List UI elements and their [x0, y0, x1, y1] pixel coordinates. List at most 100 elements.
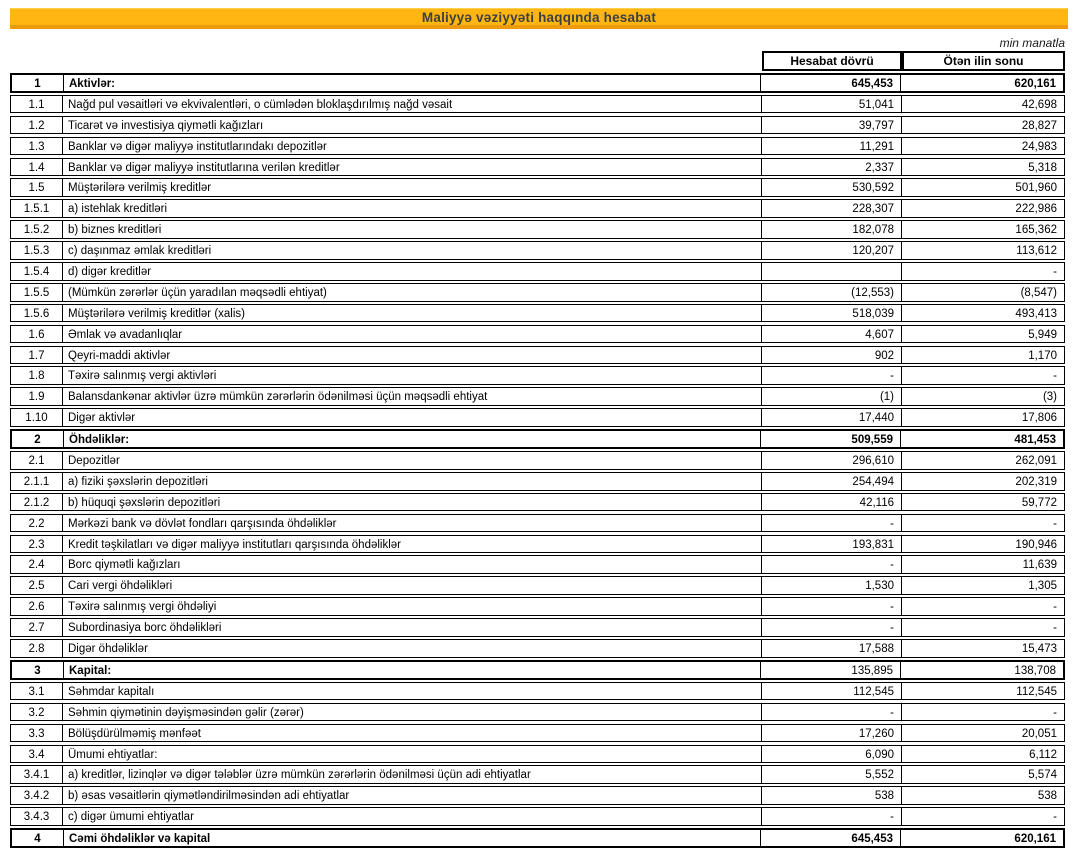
value-current-period: 296,610 [761, 452, 901, 469]
table-row: 3 Kapital: 135,895 138,708 [10, 659, 1065, 680]
table-row: 1.1 Nağd pul vəsaitləri və ekvivalentlər… [10, 94, 1065, 114]
value-previous-year: 15,473 [901, 640, 1064, 657]
row-label: Ümumi ehtiyatlar: [68, 748, 158, 761]
value-current-period: 120,207 [761, 242, 901, 259]
row-number: 1.1 [11, 95, 63, 113]
row-label: Əmlak və avadanlıqlar [68, 328, 183, 341]
value-current-period: 228,307 [761, 200, 901, 217]
financial-table: Hesabat dövrü Ötən ilin sonu 1 Aktivlər:… [10, 51, 1065, 850]
table-row: 3.1 Səhmdar kapitalı 112,545 112,545 [10, 681, 1065, 701]
row-number: 1.5.4 [11, 263, 63, 280]
row-label: Subordinasiya borc öhdəlikləri [68, 622, 222, 635]
table-row: 3.2 Səhmin qiymətinin dəyişməsindən gəli… [10, 702, 1065, 722]
value-current-period: 2,337 [761, 158, 901, 176]
table-row: 2.2 Mərkəzi bank və dövlət fondları qarş… [10, 513, 1065, 533]
value-previous-year: 222,986 [901, 200, 1064, 217]
row-number: 1.2 [11, 116, 63, 134]
table-row: 2.5 Cari vergi öhdəlikləri 1,530 1,305 [10, 576, 1065, 595]
value-previous-year: 493,413 [901, 304, 1064, 322]
row-number: 3.1 [11, 682, 63, 700]
row-label: Təxirə salınmış vergi öhdəliyi [68, 601, 217, 614]
row-label: Cari vergi öhdəlikləri [68, 580, 173, 593]
column-header-previous-year-end: Ötən ilin sonu [902, 51, 1065, 71]
value-current-period: 1,530 [761, 577, 901, 594]
value-current-period: 645,453 [760, 75, 900, 91]
value-previous-year: (8,547) [901, 283, 1064, 301]
value-previous-year: 5,574 [901, 766, 1064, 783]
value-previous-year: 24,983 [901, 137, 1064, 155]
table-row: 2.6 Təxirə salınmış vergi öhdəliyi - - [10, 597, 1065, 616]
row-label: Banklar və digər maliyyə institutlarına … [68, 161, 340, 174]
value-previous-year: 112,545 [901, 682, 1064, 700]
row-number: 2.3 [11, 535, 63, 553]
row-number: 2.5 [11, 577, 63, 594]
value-current-period: (1) [761, 388, 901, 405]
value-previous-year: 481,453 [900, 431, 1063, 447]
value-current-period: 509,559 [760, 431, 900, 447]
value-previous-year: 1,170 [901, 346, 1064, 364]
table-row: 1.5.6 Müştərilərə verilmiş kreditlər (xa… [10, 303, 1065, 323]
row-number: 3.4 [11, 745, 63, 763]
row-label: Səhmdar kapitalı [68, 685, 155, 698]
value-current-period: 645,453 [760, 830, 900, 846]
table-row: 1.5 Müştərilərə verilmiş kreditlər 530,5… [10, 178, 1065, 198]
table-row: 1.7 Qeyri-maddi aktivlər 902 1,170 [10, 345, 1065, 365]
value-previous-year: 5,318 [901, 158, 1064, 176]
value-previous-year: - [901, 514, 1064, 532]
value-previous-year: - [901, 703, 1064, 721]
row-number: 1.5 [11, 179, 63, 197]
table-row: 3.4.1 a) kreditlər, lizinqlər və digər t… [10, 765, 1065, 784]
value-previous-year: 202,319 [901, 472, 1064, 490]
value-previous-year: - [901, 619, 1064, 636]
row-number: 1 [12, 75, 64, 91]
table-row: 2.3 Kredit təşkilatları və digər maliyyə… [10, 534, 1065, 554]
row-label: Qeyri-maddi aktivlər [68, 349, 171, 362]
row-number: 3 [12, 661, 64, 678]
value-current-period: - [761, 703, 901, 721]
row-number: 3.4.2 [11, 787, 63, 804]
table-row: 1.5.2 b) biznes kreditləri 182,078 165,3… [10, 220, 1065, 239]
table-row: 2.4 Borc qiymətli kağızları - 11,639 [10, 555, 1065, 575]
table-row: 2.7 Subordinasiya borc öhdəlikləri - - [10, 618, 1065, 637]
value-current-period [761, 263, 901, 280]
value-current-period: 112,545 [761, 682, 901, 700]
row-label: Depozitlər [68, 455, 120, 468]
row-number: 2.1.1 [11, 472, 63, 490]
value-current-period: - [761, 598, 901, 615]
row-number: 2.2 [11, 514, 63, 532]
table-row: 1.8 Təxirə salınmış vergi aktivləri - - [10, 366, 1065, 386]
table-row: 1.4 Banklar və digər maliyyə institutlar… [10, 157, 1065, 177]
row-label: Cəmi öhdəliklər və kapital [69, 833, 211, 846]
value-current-period: 17,440 [761, 409, 901, 426]
row-label: (Mümkün zərərlər üçün yaradılan məqsədli… [68, 286, 327, 299]
row-number: 3.2 [11, 703, 63, 721]
table-row: 2 Öhdəliklər: 509,559 481,453 [10, 429, 1065, 449]
value-previous-year: 28,827 [901, 116, 1064, 134]
row-label: Təxirə salınmış vergi aktivləri [68, 370, 217, 383]
value-current-period: 254,494 [761, 472, 901, 490]
value-previous-year: 59,772 [901, 493, 1064, 511]
row-label: Nağd pul vəsaitləri və ekvivalentləri, o… [68, 98, 453, 111]
row-number: 1.6 [11, 325, 63, 343]
row-label: Balansdankənar aktivlər üzrə mümkün zərə… [68, 391, 488, 404]
row-number: 1.5.6 [11, 304, 63, 322]
table-row: 1.2 Ticarət və investisiya qiymətli kağı… [10, 115, 1065, 135]
row-label: b) əsas vəsaitlərin qiymətləndirilməsind… [68, 790, 350, 803]
value-previous-year: 17,806 [901, 409, 1064, 426]
value-previous-year: 262,091 [901, 452, 1064, 469]
row-label: Kapital: [69, 664, 112, 677]
value-current-period: - [761, 514, 901, 532]
row-label: a) fiziki şəxslərin depozitləri [68, 475, 208, 488]
value-current-period: 182,078 [761, 221, 901, 238]
value-current-period: 5,552 [761, 766, 901, 783]
value-current-period: 51,041 [761, 95, 901, 113]
row-label: Aktivlər: [69, 78, 116, 90]
report-title-banner: Maliyyə vəziyyəti haqqında hesabat [10, 8, 1068, 29]
table-row: 1.5.1 a) istehlak kreditləri 228,307 222… [10, 199, 1065, 218]
value-previous-year: 113,612 [901, 242, 1064, 259]
row-number: 2.6 [11, 598, 63, 615]
row-number: 2.7 [11, 619, 63, 636]
value-previous-year: - [901, 367, 1064, 385]
row-label: c) digər ümumi ehtiyatlar [68, 811, 194, 824]
